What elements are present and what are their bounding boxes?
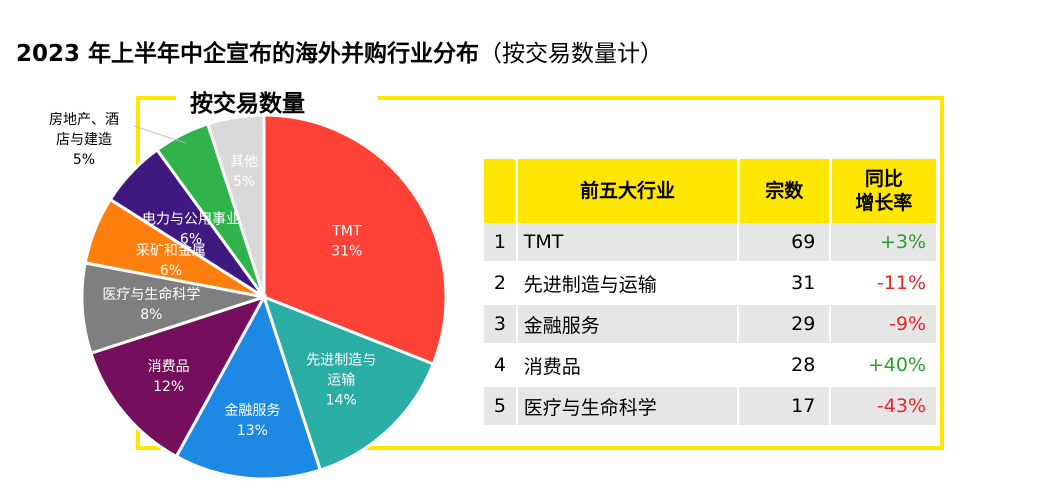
slice-label-external: 房地产、酒店与建造 5% (49, 112, 119, 168)
growth-cell: -9% (830, 303, 936, 346)
table-row: 4 消费品 28 +40% (484, 344, 936, 387)
pie-slice (262, 113, 448, 366)
slice-label: 采矿和金属 6% (136, 243, 206, 279)
growth-cell: +40% (830, 344, 936, 387)
rank-cell: 1 (484, 223, 518, 264)
pie-slice (205, 113, 266, 298)
growth-cell: +3% (830, 223, 936, 264)
growth-cell: -43% (830, 385, 936, 428)
title-paren: （按交易数量计） (479, 41, 664, 67)
pie-slice (174, 293, 323, 481)
slice-label: 其他 5% (230, 154, 258, 190)
count-cell: 17 (738, 385, 832, 428)
slice-label: TMT 31% (331, 224, 362, 260)
industry-cell: 金融服务 (516, 303, 740, 346)
table-row: 5 医疗与生命科学 17 -43% (484, 385, 936, 428)
header-growth: 同比 增长率 (830, 159, 936, 223)
table-row: 1 TMT 69 +3% (484, 223, 936, 264)
industry-cell: 先进制造与运输 (516, 262, 740, 305)
pie-slice (80, 261, 265, 356)
slice-label: 医疗与生命科学 8% (102, 286, 200, 323)
table-row: 3 金融服务 29 -9% (484, 303, 936, 346)
header-growth-line2: 增长率 (855, 192, 913, 214)
count-cell: 69 (738, 223, 832, 264)
rank-cell: 4 (484, 344, 518, 387)
slice-label: 电力与公用事业 6% (142, 211, 240, 247)
rank-cell: 2 (484, 262, 518, 305)
top5-table: 前五大行业 宗数 同比 增长率 1 TMT 69 +3% 2 先进制造与运输 31 -11% 3 金… (484, 159, 936, 428)
header-industry: 前五大行业 (516, 159, 740, 223)
frame-title: 按交易数量 (190, 91, 305, 117)
slice-label: 先进制造与运输 14% (306, 352, 376, 408)
table-header-row: 前五大行业 宗数 同比 增长率 (484, 159, 936, 223)
count-cell: 28 (738, 344, 832, 387)
slice-label: 金融服务 13% (224, 403, 280, 439)
industry-cell: TMT (516, 223, 740, 264)
leader-line (133, 125, 186, 144)
industry-cell: 消费品 (516, 344, 740, 387)
frame-title-gap (176, 92, 378, 104)
count-cell: 29 (738, 303, 832, 346)
header-rank (484, 159, 519, 223)
count-cell: 31 (738, 262, 832, 305)
page-title: 2023 年上半年中企宣布的海外并购行业分布（按交易数量计） (16, 34, 663, 68)
industry-cell: 医疗与生命科学 (516, 385, 740, 428)
table-row: 2 先进制造与运输 31 -11% (484, 262, 936, 305)
rank-cell: 5 (484, 385, 518, 428)
header-growth-line1: 同比 (864, 168, 903, 190)
rank-cell: 3 (484, 303, 518, 346)
slice-label: 消费品 12% (148, 359, 190, 395)
growth-cell: -11% (830, 262, 936, 305)
header-count: 宗数 (738, 159, 832, 223)
title-main: 2023 年上半年中企宣布的海外并购行业分布 (16, 41, 480, 67)
pie-slice (89, 294, 268, 459)
